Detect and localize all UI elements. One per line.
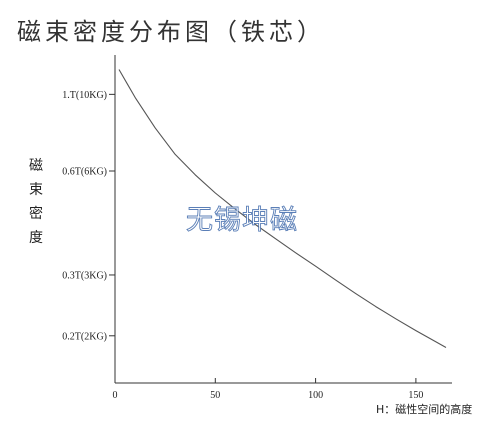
x-ticks: 0 50 100 150 [113, 378, 423, 401]
y-axis-label: 磁束密度 [29, 158, 43, 246]
y-ticks: 1.T(10KG) 0.6T(6KG) 0.3T(3KG) 0.2T(2KG) [62, 90, 115, 342]
y-tick-label: 1.T(10KG) [62, 90, 107, 101]
x-tick-label: 0 [113, 390, 118, 401]
series-layer [118, 69, 447, 348]
y-tick-label: 0.3T(3KG) [62, 270, 107, 281]
y-tick-label: 0.6T(6KG) [62, 166, 107, 177]
series-line [118, 69, 447, 348]
x-tick-label: 150 [408, 390, 423, 401]
x-axis-label: H：磁性空间的高度 [376, 403, 473, 416]
chart-title: 磁束密度分布图（铁芯） [17, 18, 325, 46]
axes [114, 55, 452, 384]
x-tick-label: 50 [210, 390, 220, 401]
watermark-logo: 无锡坤磁 [186, 205, 298, 237]
y-tick-label: 0.2T(2KG) [62, 331, 107, 342]
x-tick-label: 100 [308, 390, 323, 401]
